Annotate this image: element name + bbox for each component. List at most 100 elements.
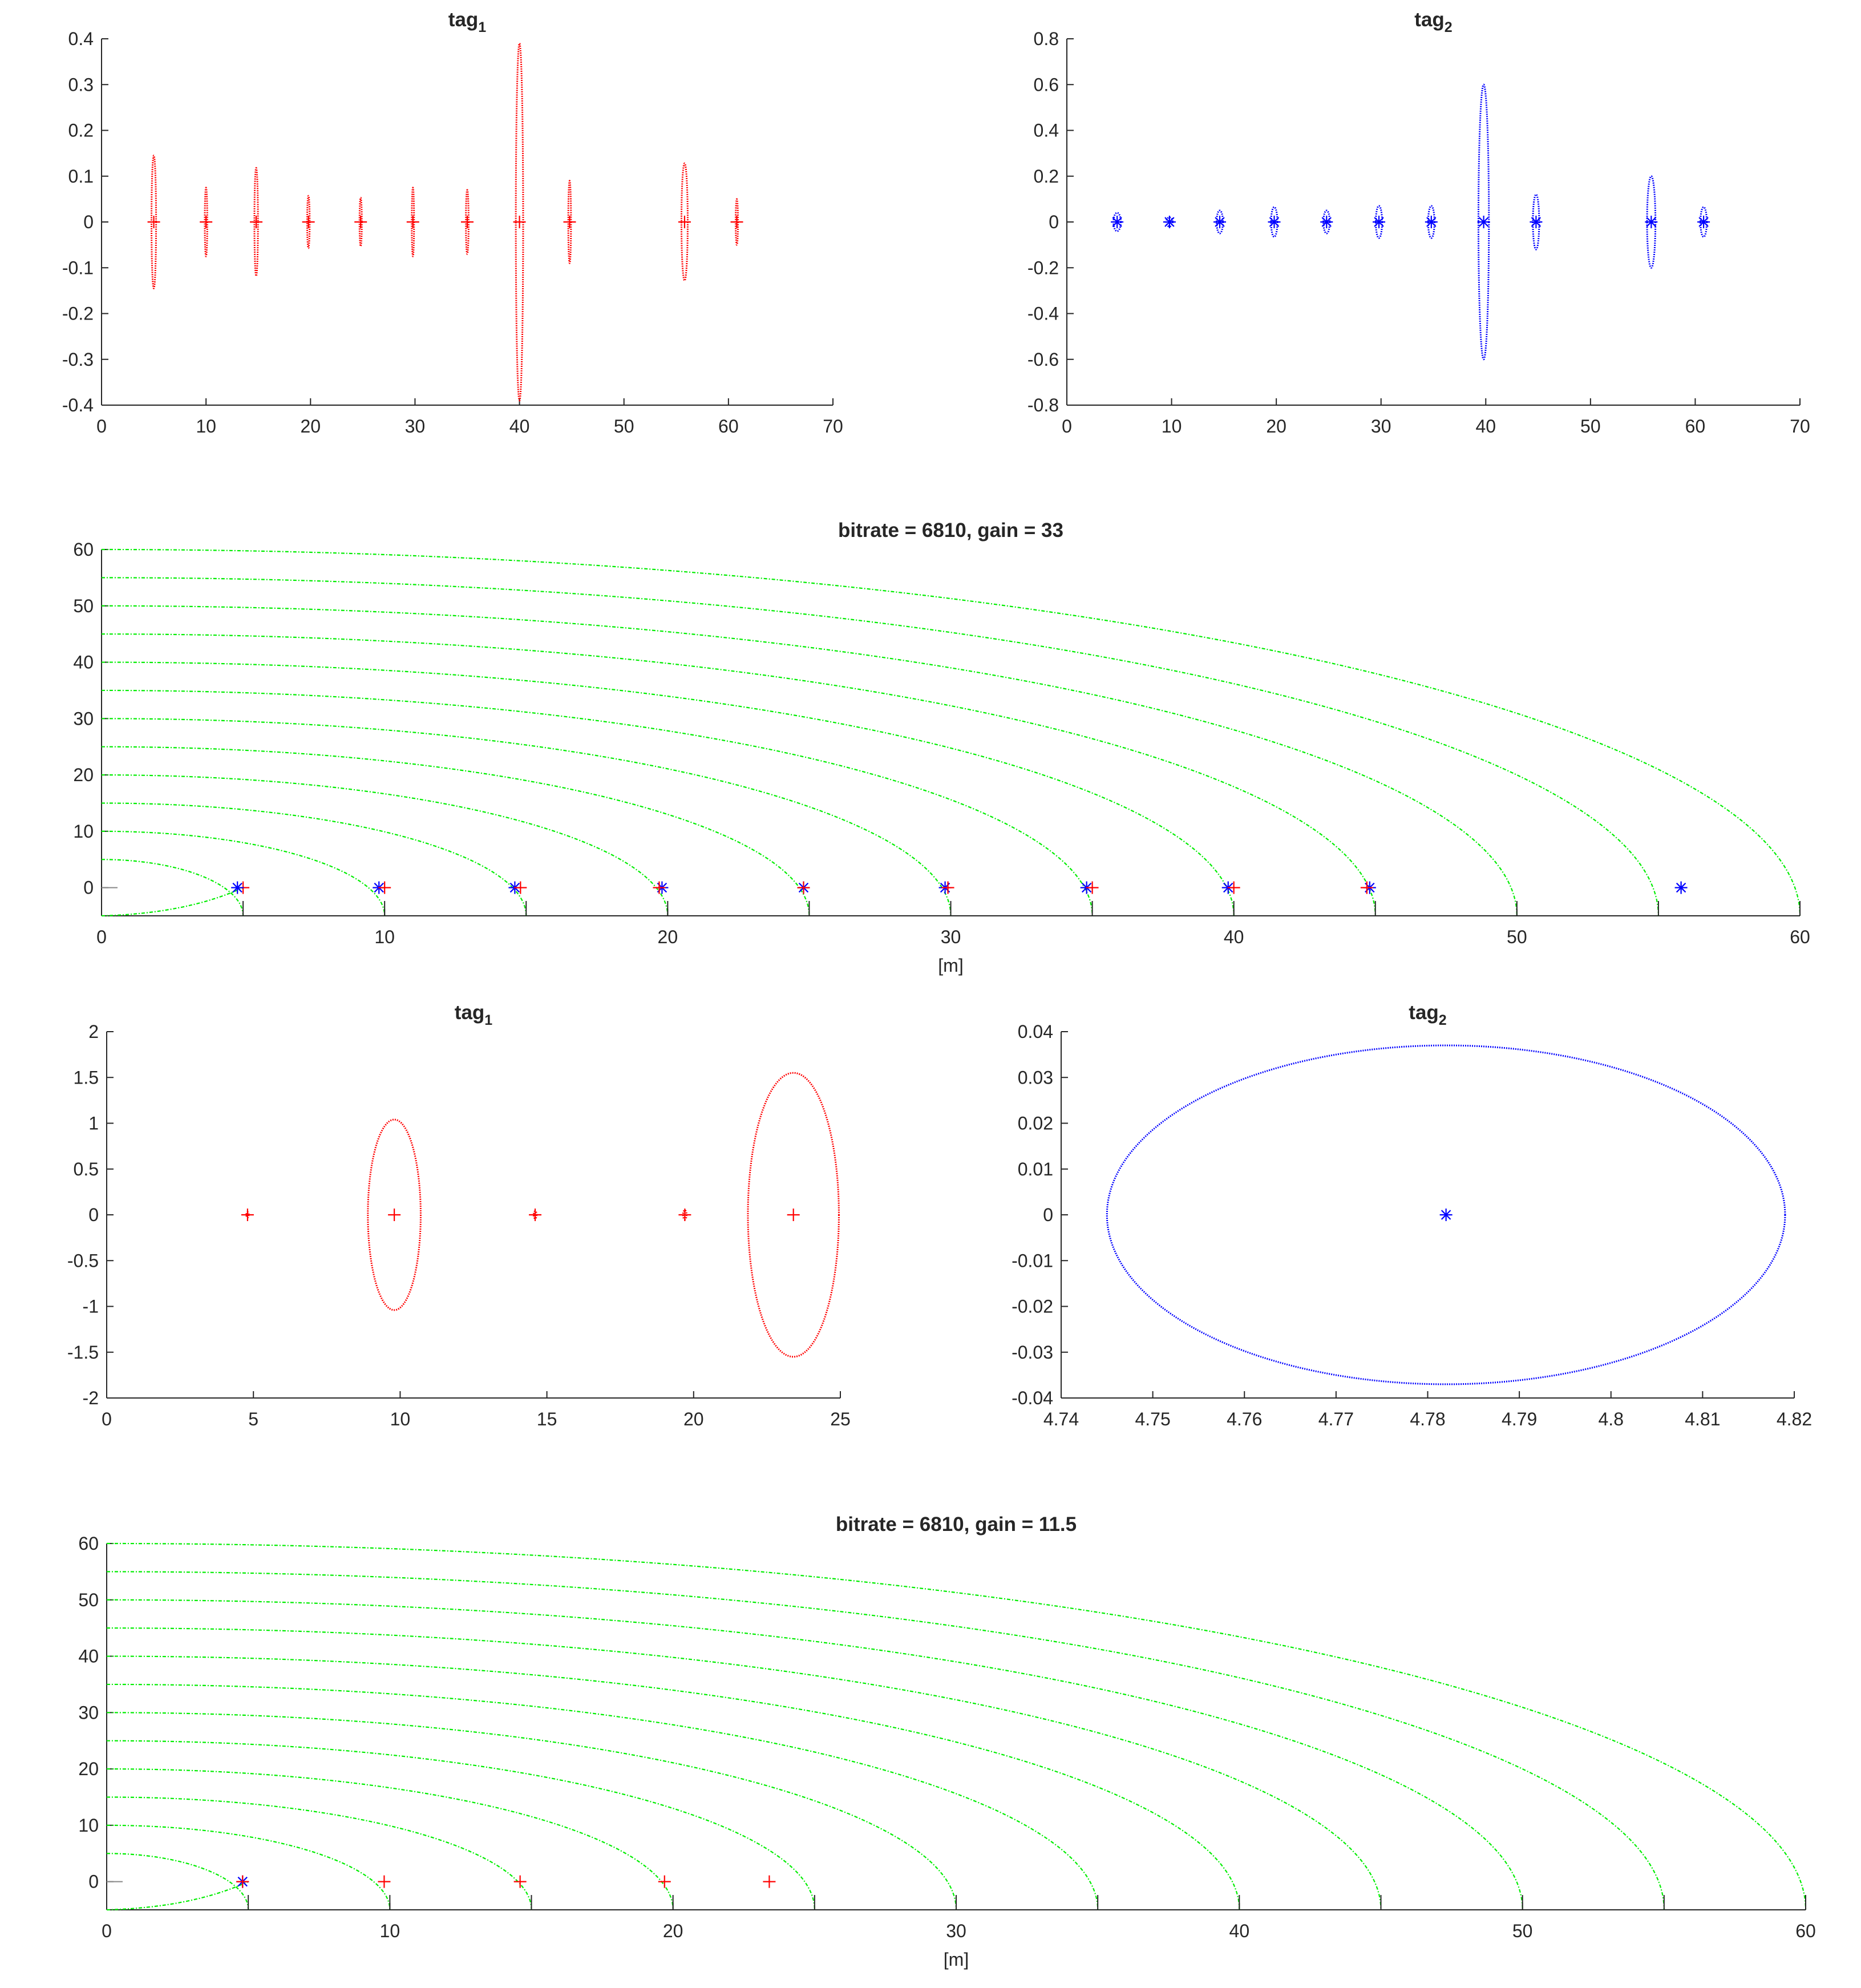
plus-marker	[461, 216, 474, 228]
x-tick-label: 30	[941, 927, 961, 947]
chart-title-subscript: 1	[484, 1012, 492, 1028]
star-marker	[1697, 216, 1710, 228]
plus-marker	[378, 1875, 391, 1888]
plus-marker	[388, 1209, 401, 1221]
coverage-arc	[101, 830, 386, 916]
star-marker	[231, 881, 244, 894]
y-tick-label: 1.5	[74, 1067, 99, 1088]
x-tick-label: 4.81	[1685, 1409, 1720, 1429]
y-tick-label: 10	[73, 821, 94, 842]
chart-title-subscript: 1	[478, 19, 486, 35]
coverage-arc	[106, 1571, 1665, 1910]
star-marker	[1674, 881, 1688, 894]
y-tick-label: 0	[1049, 212, 1059, 232]
plus-marker	[787, 1209, 800, 1221]
chart-title: tag2	[1409, 1001, 1446, 1028]
x-tick-label: 10	[1162, 416, 1182, 437]
coverage-arc-inner	[101, 887, 244, 917]
y-tick-label: -0.2	[1027, 257, 1059, 278]
plus-marker	[653, 881, 666, 894]
coverage-arc	[101, 859, 244, 916]
x-tick-label: 10	[374, 927, 395, 947]
coverage-arc	[101, 577, 1660, 916]
plus-marker	[514, 881, 527, 894]
star-marker	[1320, 216, 1333, 228]
x-tick-label: 50	[614, 416, 634, 437]
chart-title-subscript: 2	[1439, 1012, 1447, 1028]
y-tick-label: 40	[78, 1646, 99, 1667]
plus-marker	[730, 216, 743, 228]
y-tick-label: -1.5	[67, 1342, 99, 1363]
chart-title: tag1	[455, 1001, 493, 1028]
y-tick-label: 0.1	[68, 166, 94, 187]
y-tick-label: 0	[83, 212, 94, 232]
y-tick-label: -1	[83, 1296, 99, 1317]
y-tick-label: -0.2	[62, 304, 94, 324]
plus-marker	[678, 1209, 691, 1221]
coverage-arc	[106, 1655, 1240, 1910]
star-marker	[1425, 216, 1438, 228]
x-tick-label: 30	[1371, 416, 1391, 437]
y-tick-label: 0	[1043, 1205, 1053, 1225]
x-tick-label: 0	[96, 927, 107, 947]
y-tick-label: 50	[78, 1590, 99, 1610]
star-marker	[1373, 216, 1386, 228]
x-tick-label: 4.74	[1043, 1409, 1079, 1429]
y-tick-label: 2	[88, 1021, 99, 1042]
x-tick-label: 20	[663, 1921, 683, 1941]
x-tick-label: 30	[405, 416, 426, 437]
y-tick-label: 0.3	[68, 74, 94, 95]
x-tick-label: 70	[823, 416, 843, 437]
coverage-arc	[101, 802, 527, 916]
y-tick-label: 10	[78, 1815, 99, 1836]
y-tick-label: -0.4	[62, 395, 94, 415]
plus-marker	[241, 1209, 254, 1221]
x-tick-label: 4.79	[1502, 1409, 1537, 1429]
star-marker	[1213, 216, 1227, 228]
x-tick-label: 20	[683, 1409, 704, 1429]
plus-marker	[406, 216, 419, 228]
plus-marker	[354, 216, 367, 228]
x-tick-label: 40	[1475, 416, 1496, 437]
coverage-arc	[106, 1627, 1382, 1910]
x-tick-label: 5	[248, 1409, 258, 1429]
y-tick-label: -0.3	[62, 349, 94, 370]
x-tick-label: 0	[1062, 416, 1072, 437]
coverage-arc	[106, 1853, 249, 1910]
coverage-arc	[101, 746, 810, 916]
x-tick-label: 10	[390, 1409, 411, 1429]
y-tick-label: 0.03	[1018, 1067, 1053, 1088]
x-tick-label: 20	[1266, 416, 1286, 437]
y-tick-label: 20	[73, 765, 94, 785]
plus-marker	[529, 1209, 542, 1221]
x-tick-label: 25	[830, 1409, 851, 1429]
x-tick-label: 20	[658, 927, 678, 947]
y-tick-label: -0.03	[1012, 1342, 1053, 1363]
y-tick-label: 0.6	[1034, 74, 1059, 95]
y-tick-label: 30	[78, 1702, 99, 1723]
y-tick-label: 1	[88, 1113, 99, 1134]
plot-bitrate-gain-33: 0 10 20 30 40 50 60 0 10 20 30 40 50 60 bitrate = 6810…	[73, 519, 1810, 976]
y-tick-label: 0.2	[68, 120, 94, 141]
plus-marker	[513, 1875, 527, 1888]
x-tick-label: 50	[1580, 416, 1601, 437]
plus-marker	[200, 216, 213, 228]
y-tick-label: -0.01	[1012, 1250, 1053, 1271]
y-tick-label: -0.6	[1027, 349, 1059, 370]
coverage-arc	[101, 718, 952, 916]
uncertainty-ellipse	[747, 1072, 840, 1358]
plus-marker	[941, 881, 954, 894]
coverage-arc	[106, 1599, 1523, 1910]
coverage-arc	[101, 689, 1093, 916]
plus-marker	[147, 216, 160, 228]
plot-bitrate-gain-11-5: 0 10 20 30 40 50 60 0 10 20 30 40 50 60 bitrate = 6810…	[78, 1513, 1815, 1970]
uncertainty-ellipse	[1106, 1044, 1786, 1385]
y-tick-label: 0	[83, 878, 94, 898]
coverage-arc	[106, 1683, 1099, 1910]
y-tick-label: 0.02	[1018, 1113, 1053, 1134]
y-tick-label: 30	[73, 708, 94, 729]
x-tick-label: 0	[96, 416, 107, 437]
x-tick-label: 4.77	[1318, 1409, 1354, 1429]
chart-title: bitrate = 6810, gain = 33	[838, 519, 1063, 542]
plot-tag2-top: 0 10 20 30 40 50 60 70 -0.8 -0.6 -0.4 -0.2 0 0.2 0.4 0.…	[1027, 9, 1810, 437]
